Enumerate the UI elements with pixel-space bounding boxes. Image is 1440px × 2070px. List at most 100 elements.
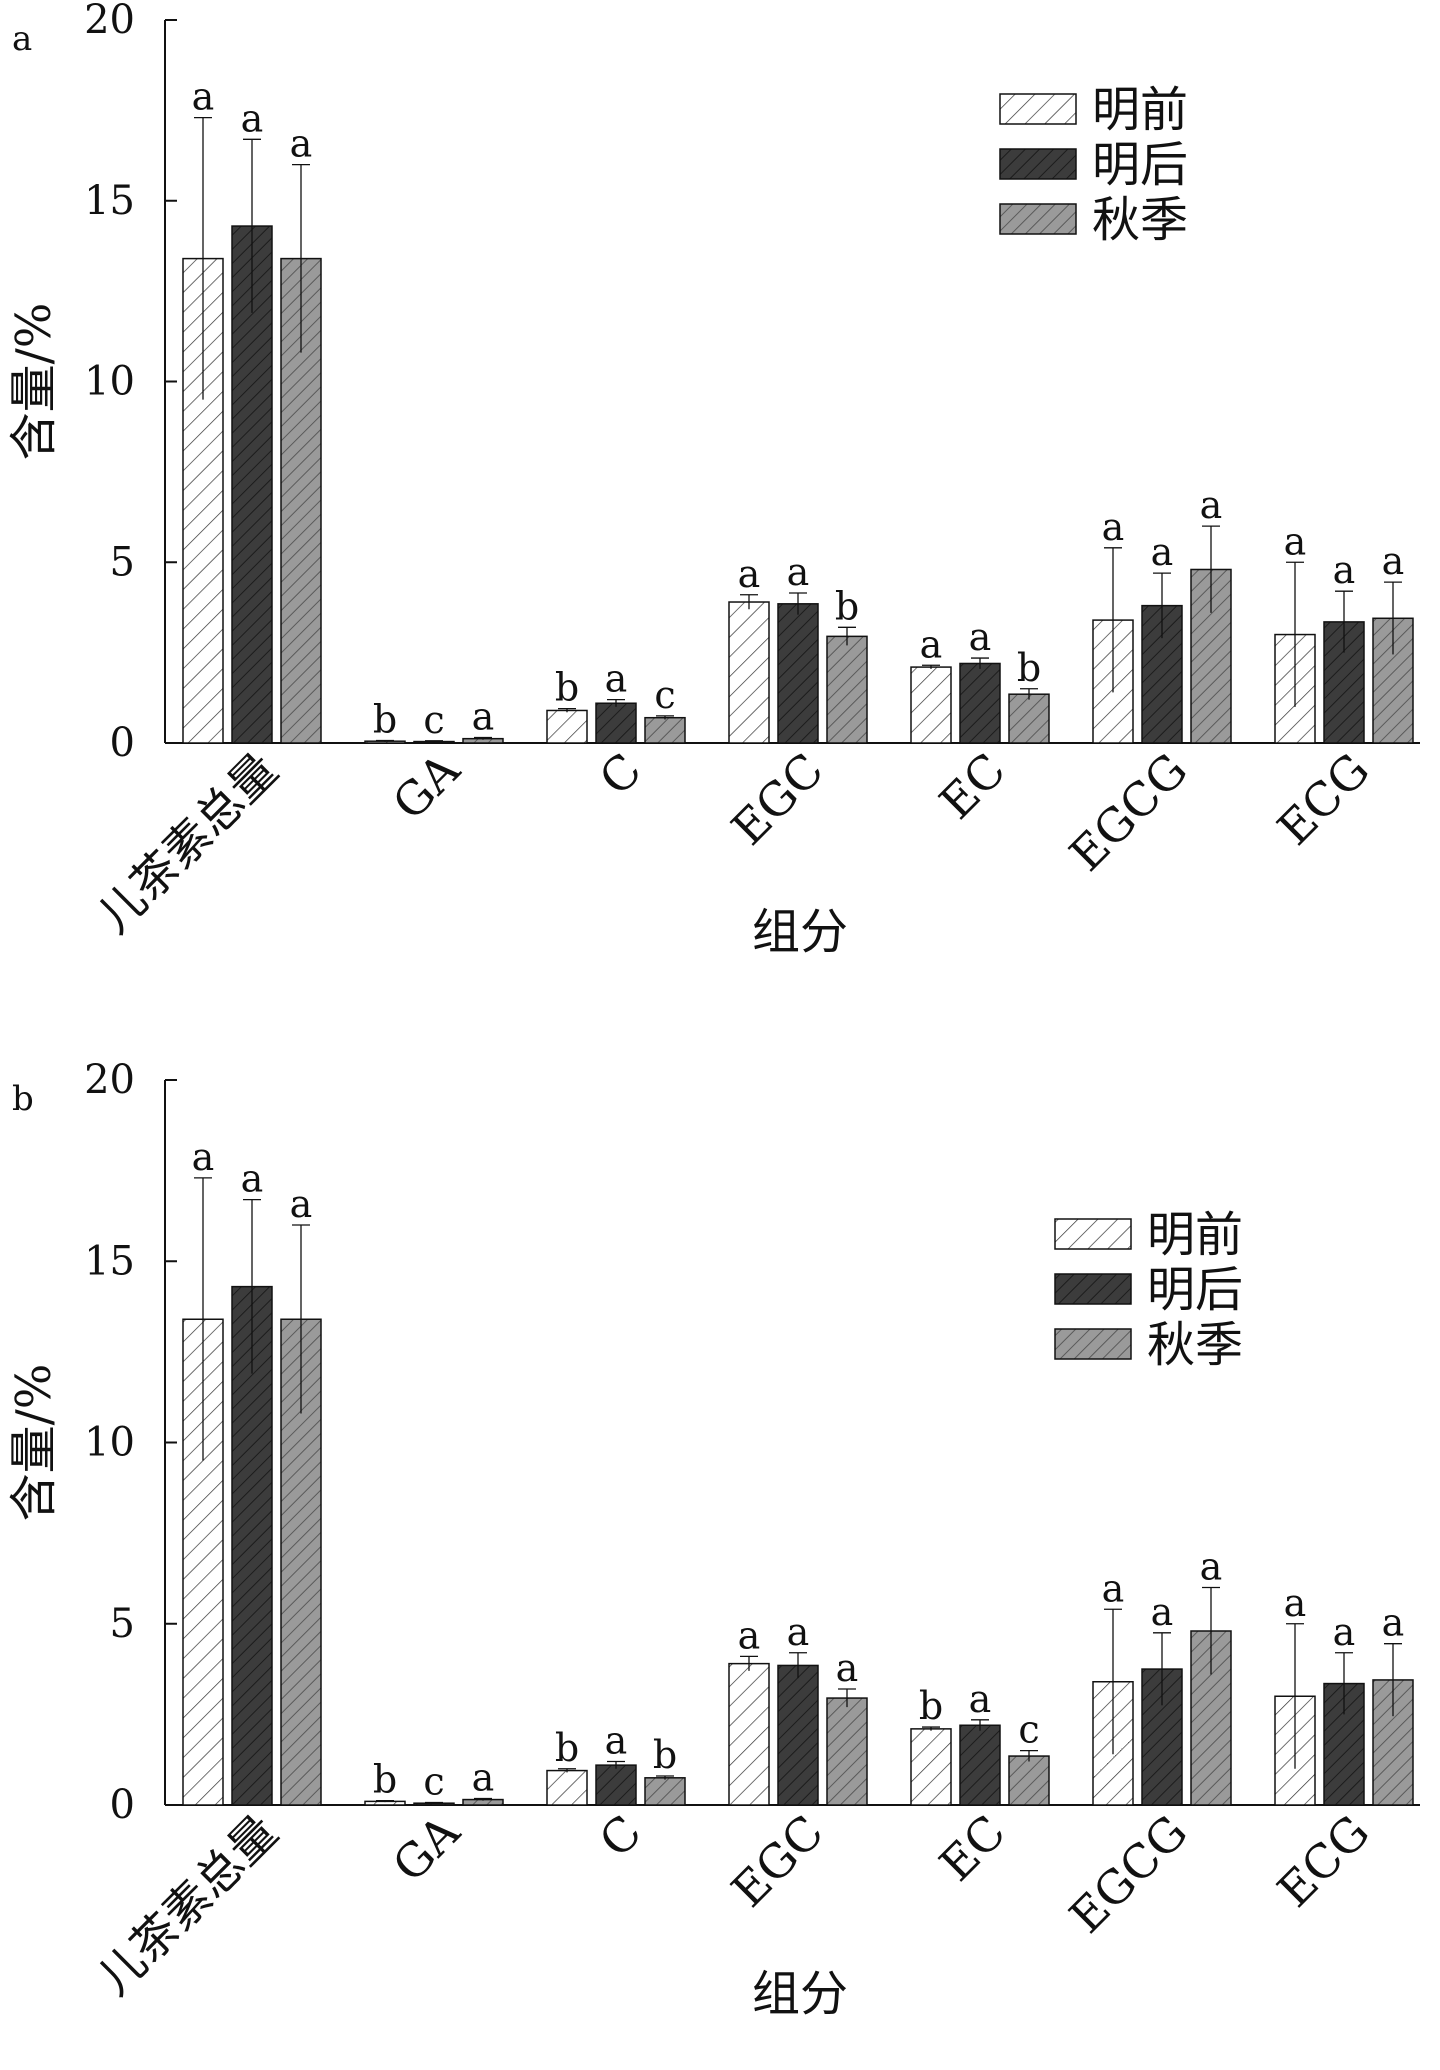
significance-label: a bbox=[1284, 1581, 1307, 1625]
y-tick-label: 5 bbox=[110, 539, 135, 585]
legend-label: 明后 bbox=[1147, 1262, 1243, 1318]
legend-swatch bbox=[999, 203, 1077, 235]
bar bbox=[910, 1728, 952, 1806]
significance-label: a bbox=[192, 75, 215, 119]
bar bbox=[1008, 693, 1050, 744]
significance-label: a bbox=[605, 1719, 628, 1763]
significance-label: a bbox=[738, 552, 761, 596]
significance-label: a bbox=[472, 1755, 495, 1799]
x-axis-title: 组分 bbox=[752, 904, 848, 960]
x-tick-label: EGCG bbox=[1059, 1805, 1198, 1944]
bar bbox=[546, 709, 588, 744]
significance-label: a bbox=[787, 1610, 810, 1654]
significance-label: a bbox=[290, 122, 313, 166]
x-tick-label: EGCG bbox=[1059, 743, 1198, 882]
significance-label: a bbox=[836, 1646, 859, 1690]
significance-label: b bbox=[555, 1726, 579, 1770]
x-tick-label: 儿茶素总量 bbox=[87, 1805, 288, 2006]
y-tick-label: 20 bbox=[84, 0, 135, 43]
significance-label: b bbox=[555, 666, 579, 710]
x-tick-label: C bbox=[589, 1805, 652, 1868]
legend-swatch bbox=[999, 148, 1077, 180]
significance-label: a bbox=[1200, 483, 1223, 527]
significance-label: c bbox=[423, 698, 444, 742]
legend-swatch bbox=[1054, 1218, 1132, 1250]
x-tick-label: GA bbox=[382, 1804, 470, 1892]
significance-label: a bbox=[1382, 1601, 1405, 1645]
significance-label: a bbox=[605, 657, 628, 701]
y-tick-label: 5 bbox=[110, 1601, 135, 1647]
legend-label: 明后 bbox=[1092, 137, 1188, 193]
significance-label: a bbox=[192, 1135, 215, 1179]
bar bbox=[777, 1664, 819, 1806]
significance-label: a bbox=[969, 1677, 992, 1721]
bar bbox=[910, 666, 952, 744]
significance-label: a bbox=[1333, 548, 1356, 592]
significance-label: a bbox=[472, 695, 495, 739]
x-tick-label: C bbox=[589, 743, 652, 806]
bar bbox=[644, 1777, 686, 1806]
significance-label: a bbox=[1102, 505, 1125, 549]
bar bbox=[728, 601, 770, 744]
legend-swatch bbox=[999, 93, 1077, 125]
significance-label: a bbox=[1284, 519, 1307, 563]
significance-label: a bbox=[290, 1182, 313, 1226]
significance-label: a bbox=[1151, 530, 1174, 574]
significance-label: a bbox=[920, 622, 943, 666]
bar bbox=[777, 603, 819, 744]
significance-label: a bbox=[241, 96, 264, 140]
x-tick-label: GA bbox=[382, 742, 470, 830]
legend-swatch bbox=[1054, 1273, 1132, 1305]
panel-letter: a bbox=[12, 19, 32, 59]
bar bbox=[546, 1769, 588, 1806]
significance-label: a bbox=[787, 550, 810, 594]
bar bbox=[595, 1764, 637, 1806]
x-axis-title: 组分 bbox=[752, 1966, 848, 2022]
significance-label: a bbox=[1102, 1566, 1125, 1610]
x-tick-label: EC bbox=[929, 1805, 1016, 1892]
legend-label: 明前 bbox=[1147, 1207, 1243, 1263]
y-tick-label: 0 bbox=[110, 1782, 135, 1828]
y-axis-title: 含量/% bbox=[6, 303, 62, 461]
y-tick-label: 15 bbox=[84, 178, 135, 224]
significance-label: c bbox=[423, 1759, 444, 1803]
bar bbox=[959, 662, 1001, 744]
significance-label: c bbox=[1018, 1708, 1039, 1752]
significance-label: a bbox=[1333, 1610, 1356, 1654]
y-tick-label: 10 bbox=[84, 1420, 135, 1466]
legend-label: 秋季 bbox=[1147, 1317, 1243, 1373]
x-tick-label: ECG bbox=[1267, 743, 1380, 856]
y-tick-label: 20 bbox=[84, 1057, 135, 1103]
y-tick-label: 10 bbox=[84, 359, 135, 405]
x-tick-label: EGC bbox=[721, 743, 834, 856]
legend-label: 明前 bbox=[1092, 82, 1188, 138]
significance-label: c bbox=[654, 673, 675, 717]
bar bbox=[826, 635, 868, 744]
bar bbox=[595, 702, 637, 744]
significance-label: b bbox=[919, 1684, 943, 1728]
significance-label: a bbox=[738, 1613, 761, 1657]
significance-label: b bbox=[835, 584, 859, 628]
bar bbox=[644, 716, 686, 744]
bar bbox=[826, 1697, 868, 1806]
significance-label: a bbox=[969, 615, 992, 659]
bar bbox=[959, 1724, 1001, 1806]
x-tick-label: EC bbox=[929, 743, 1016, 830]
y-tick-label: 15 bbox=[84, 1238, 135, 1284]
significance-label: a bbox=[241, 1157, 264, 1201]
legend-swatch bbox=[1054, 1328, 1132, 1360]
significance-label: b bbox=[373, 697, 397, 741]
significance-label: b bbox=[373, 1758, 397, 1802]
panel-letter: b bbox=[12, 1079, 34, 1119]
x-tick-label: EGC bbox=[721, 1805, 834, 1918]
x-tick-label: 儿茶素总量 bbox=[87, 743, 288, 944]
significance-label: b bbox=[653, 1733, 677, 1777]
y-axis-title: 含量/% bbox=[6, 1364, 62, 1522]
legend-label: 秋季 bbox=[1092, 192, 1188, 248]
x-tick-label: ECG bbox=[1267, 1805, 1380, 1918]
significance-label: a bbox=[1200, 1545, 1223, 1589]
bar bbox=[1008, 1755, 1050, 1806]
